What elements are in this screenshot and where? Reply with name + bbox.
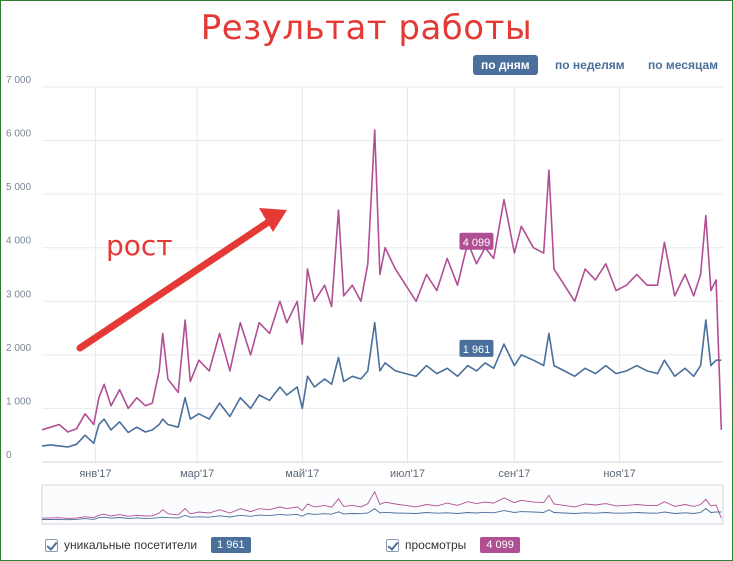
- tab-by-days[interactable]: по дням: [473, 55, 538, 75]
- navigator-unique-line: [41, 507, 722, 521]
- legend-views-label: просмотры: [405, 538, 467, 552]
- y-tick-label: 6 000: [6, 129, 31, 140]
- y-tick-label: 7 000: [6, 75, 31, 86]
- page-heading: Результат работы: [200, 8, 533, 48]
- growth-arrow-head: [259, 208, 287, 232]
- legend-views[interactable]: просмотры 4 099: [386, 536, 520, 554]
- y-tick-label: 5 000: [6, 182, 31, 193]
- y-tick-label: 1 000: [6, 396, 31, 407]
- y-tick-label: 2 000: [6, 343, 31, 354]
- growth-arrow-shaft: [76, 215, 277, 352]
- x-tick-label: сен'17: [498, 468, 530, 480]
- legend-unique[interactable]: уникальные посетители 1 961: [45, 536, 251, 554]
- tooltip-views-value: 4 099: [463, 237, 491, 249]
- x-tick-label: май'17: [285, 468, 319, 480]
- x-tick-label: мар'17: [180, 468, 214, 480]
- series-unique-line: [41, 319, 722, 448]
- y-tick-label: 3 000: [6, 289, 31, 300]
- series-views-line: [41, 129, 723, 433]
- y-tick-label: 4 000: [6, 236, 31, 247]
- legend-unique-value: 1 961: [211, 537, 251, 553]
- legend-views-value: 4 099: [480, 537, 520, 553]
- unique-checkbox[interactable]: [45, 538, 58, 552]
- tooltip-unique-value: 1 961: [463, 344, 491, 356]
- legend-unique-label: уникальные посетители: [64, 538, 198, 552]
- x-tick-label: ноя'17: [603, 468, 635, 480]
- y-tick-label: 0: [6, 450, 12, 461]
- x-tick-label: янв'17: [79, 468, 111, 480]
- tooltip-unique-box: [459, 339, 494, 357]
- navigator-views-line: [41, 490, 722, 519]
- tab-by-weeks[interactable]: по неделям: [555, 58, 625, 72]
- views-checkbox[interactable]: [386, 538, 399, 552]
- x-tick-label: июл'17: [390, 468, 425, 480]
- tab-by-months[interactable]: по месяцам: [648, 58, 719, 72]
- tooltip-views-box: [459, 232, 494, 250]
- growth-annotation-label: рост: [106, 229, 173, 262]
